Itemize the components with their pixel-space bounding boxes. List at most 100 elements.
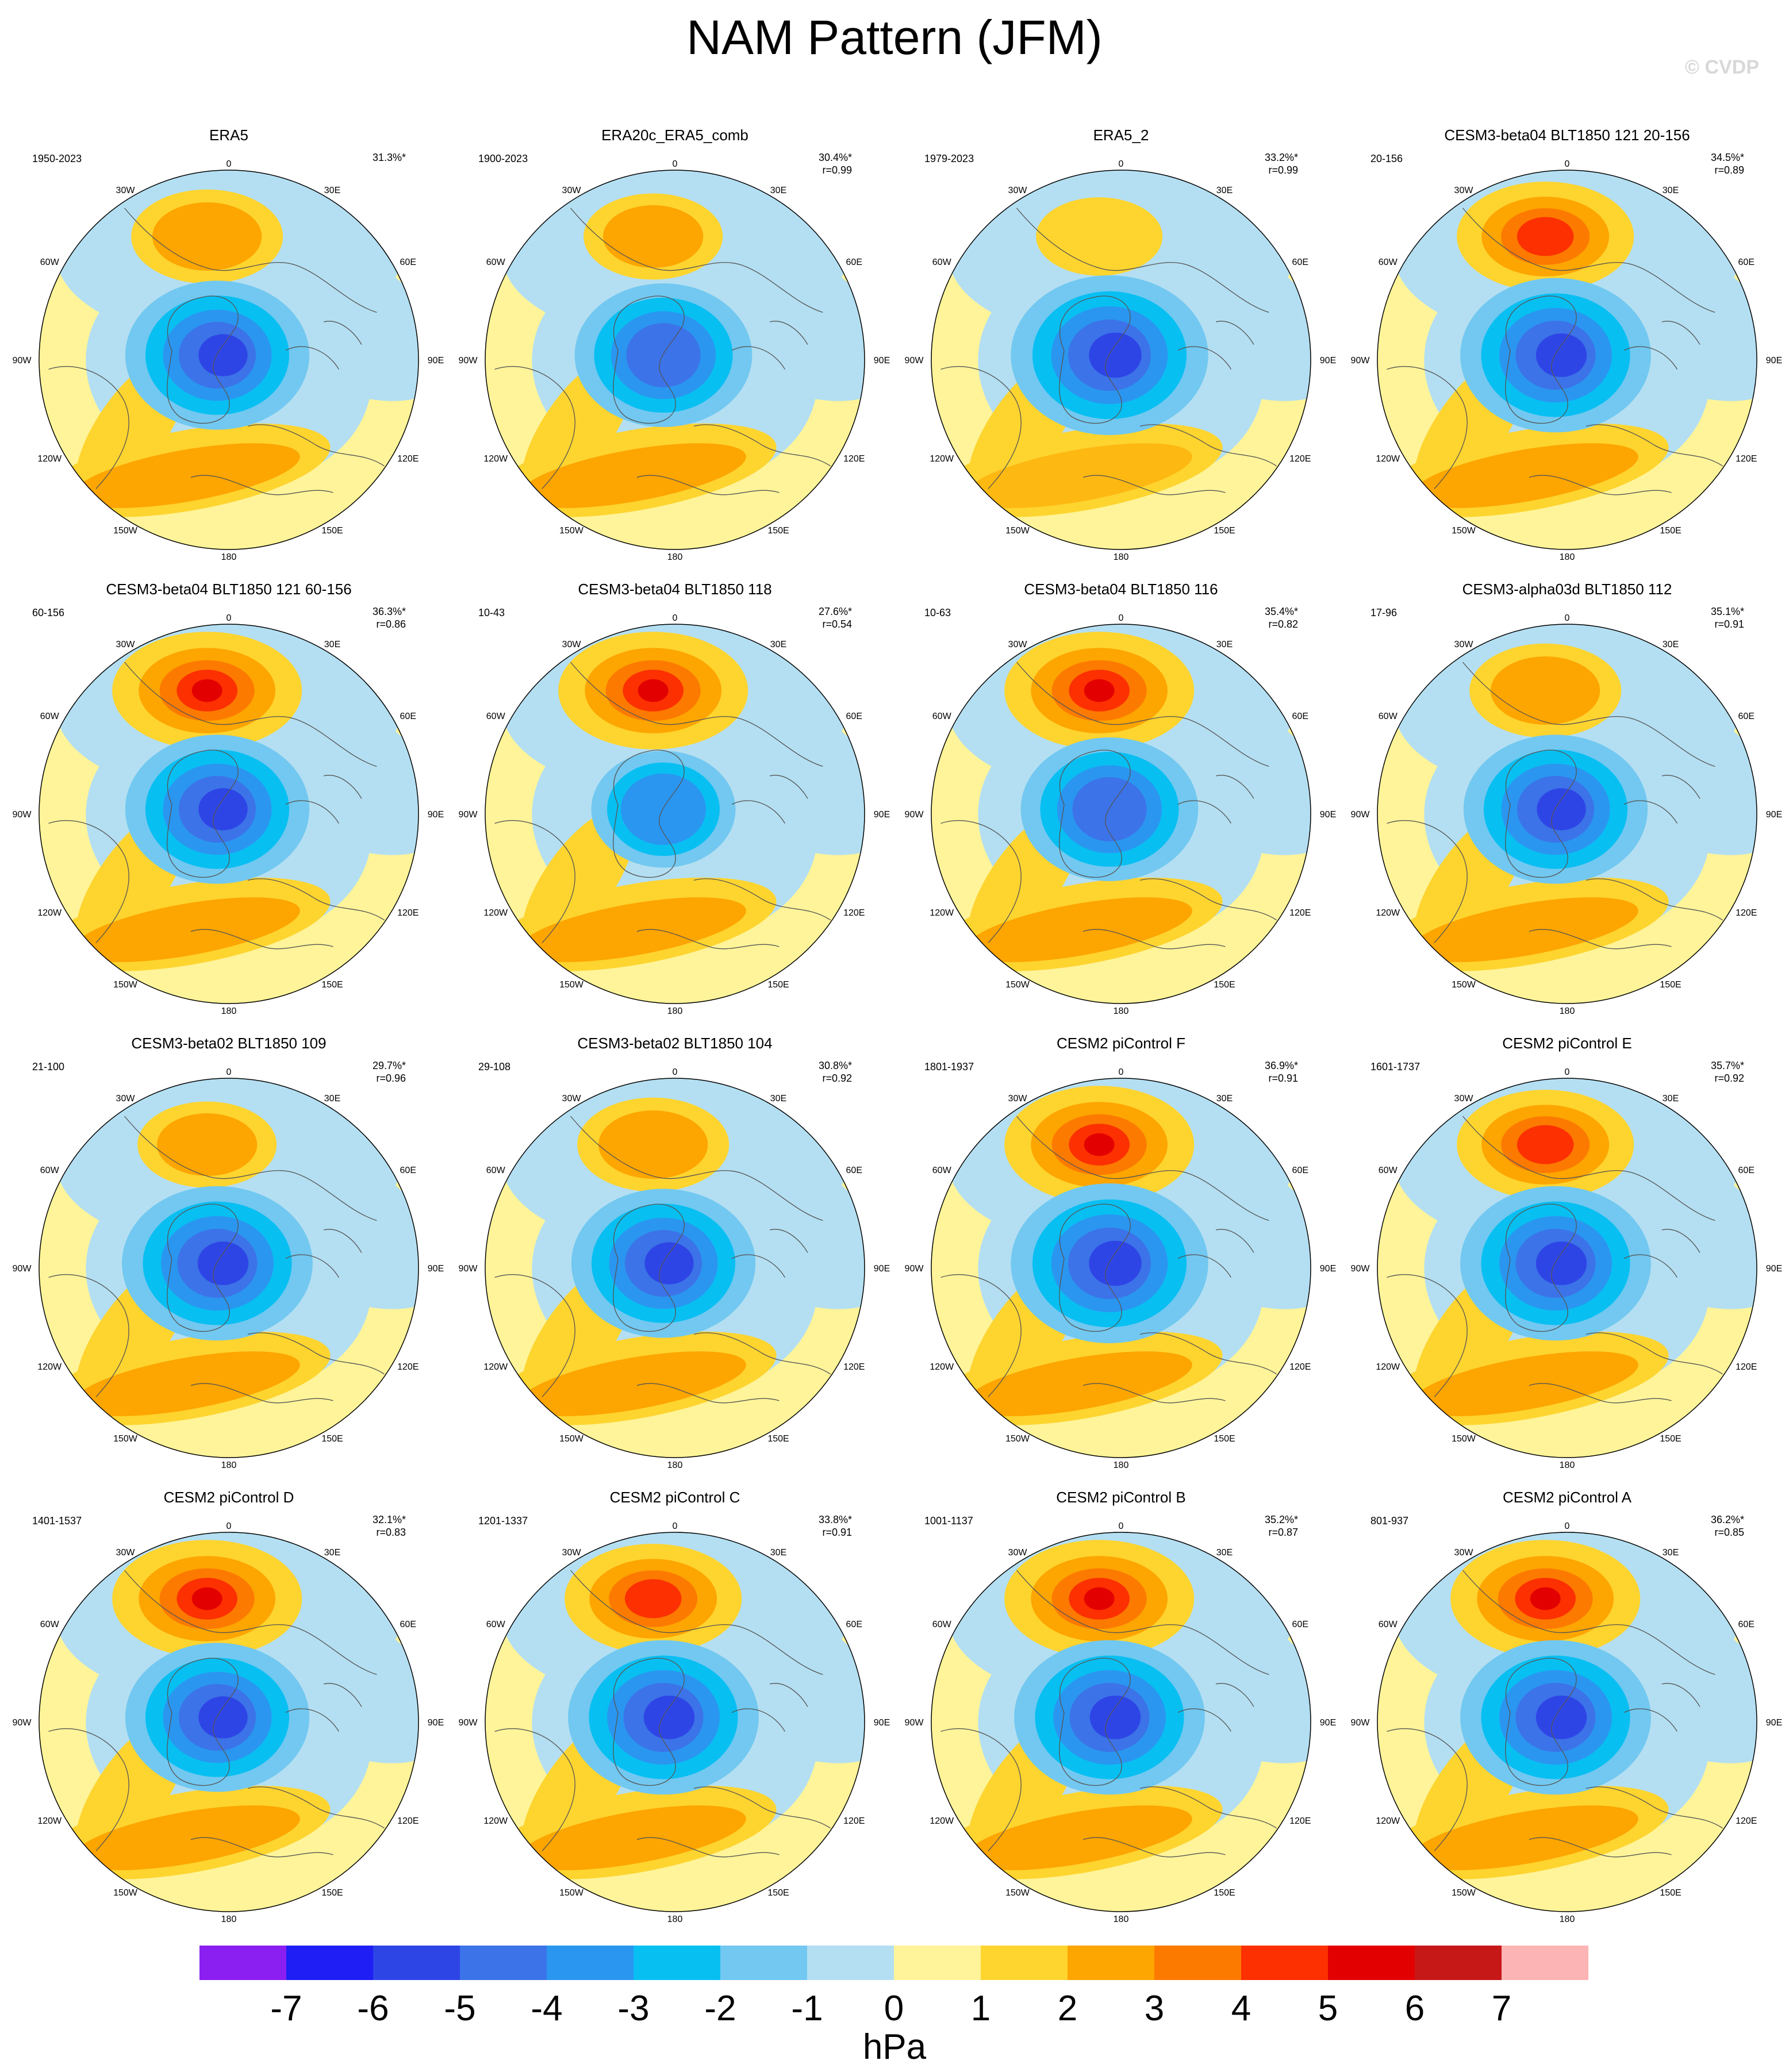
longitude-label: 90E <box>874 356 890 366</box>
longitude-label: 120W <box>483 1816 508 1826</box>
longitude-label: 0 <box>1119 1521 1124 1531</box>
longitude-label: 120W <box>37 1362 62 1372</box>
longitude-label: 150E <box>1214 526 1235 536</box>
longitude-label: 90W <box>1351 1718 1370 1728</box>
longitude-label: 90E <box>874 1718 890 1728</box>
longitude-label: 30W <box>1008 1548 1028 1558</box>
longitude-label: 60E <box>1738 712 1755 721</box>
longitude-label: 30W <box>562 1548 582 1558</box>
longitude-label: 180 <box>1560 1915 1575 1924</box>
longitude-label: 90E <box>1320 356 1336 366</box>
longitude-label: 120W <box>1376 1362 1400 1372</box>
longitude-label: 120W <box>930 1816 954 1826</box>
longitude-label: 90E <box>1320 1264 1336 1274</box>
longitude-label: 60W <box>1379 257 1398 267</box>
colorbar-tick: 6 <box>1405 1989 1425 2028</box>
colorbar-box <box>373 1946 460 1980</box>
explained-variance: 35.2%* <box>1265 1514 1298 1525</box>
panel-period: 60-156 <box>32 607 64 618</box>
longitude-label: 0 <box>1565 1067 1570 1077</box>
explained-variance: 36.2%* <box>1711 1514 1744 1525</box>
contour-field <box>485 1532 865 1912</box>
longitude-label: 60E <box>846 1620 862 1629</box>
map-panel: 180 150E 120E 90E 60E 30E 0 30W 60W 90W 120W 150W CE… <box>1351 1035 1783 1470</box>
longitude-label: 60E <box>1738 257 1755 267</box>
longitude-label: 150E <box>321 1434 343 1444</box>
longitude-label: 90W <box>1351 1264 1370 1274</box>
longitude-label: 90W <box>1351 810 1370 820</box>
map-boundary <box>485 1532 865 1912</box>
longitude-label: 60E <box>400 1166 416 1175</box>
explained-variance: 36.3%* <box>373 606 406 617</box>
panel-title: CESM3-beta04 BLT1850 118 <box>578 581 771 598</box>
longitude-label: 150E <box>1660 1888 1681 1898</box>
longitude-label: 0 <box>1119 613 1124 623</box>
longitude-label: 180 <box>221 1006 237 1016</box>
colorbar-tick: -2 <box>704 1989 736 2028</box>
colorbar-box <box>720 1946 807 1980</box>
colorbar-tick: 3 <box>1145 1989 1164 2028</box>
longitude-label: 90E <box>428 1264 444 1274</box>
longitude-label: 90W <box>1351 356 1370 366</box>
longitude-label: 60E <box>1738 1166 1755 1175</box>
map-panel: 180 150E 120E 90E 60E 30E 0 30W 60W 90W 120W 150W CE… <box>459 1035 890 1470</box>
colorbar-box <box>807 1946 894 1980</box>
longitude-label: 0 <box>226 1067 232 1077</box>
panel-period: 20-156 <box>1370 153 1403 164</box>
panel-title: CESM2 piControl E <box>1502 1035 1631 1052</box>
longitude-label: 90W <box>905 1264 924 1274</box>
longitude-label: 30E <box>770 1548 786 1558</box>
longitude-label: 120E <box>1289 1816 1311 1826</box>
longitude-label: 150E <box>767 526 789 536</box>
longitude-label: 90E <box>1766 1718 1782 1728</box>
panel-title: CESM3-beta04 BLT1850 116 <box>1024 581 1218 598</box>
longitude-label: 120E <box>397 1362 419 1372</box>
longitude-label: 30E <box>324 1094 340 1104</box>
map-panel: 180 150E 120E 90E 60E 30E 0 30W 60W 90W 120W 150W CE… <box>1351 1489 1783 1924</box>
colorbar-box <box>894 1946 981 1980</box>
pattern-correlation: r=0.86 <box>376 618 406 630</box>
colorbar-box <box>1328 1946 1415 1980</box>
longitude-label: 30W <box>1008 640 1028 649</box>
longitude-label: 30E <box>1216 1094 1233 1104</box>
longitude-label: 150W <box>1005 980 1030 990</box>
longitude-label: 90W <box>459 810 478 820</box>
longitude-label: 180 <box>1114 1460 1129 1470</box>
pattern-correlation: r=0.85 <box>1714 1527 1744 1538</box>
longitude-label: 30W <box>562 640 582 649</box>
map-boundary <box>39 624 419 1004</box>
longitude-label: 120E <box>397 1816 419 1826</box>
colorbar-tick: -1 <box>791 1989 823 2028</box>
panel-title: ERA5_2 <box>1093 126 1149 144</box>
longitude-label: 30E <box>770 640 786 649</box>
map-boundary <box>485 624 865 1004</box>
figure-title: NAM Pattern (JFM) <box>686 10 1102 64</box>
longitude-label: 150E <box>1214 980 1235 990</box>
longitude-label: 90W <box>459 356 478 366</box>
contour-field <box>485 1078 865 1458</box>
longitude-label: 120W <box>483 454 508 464</box>
map-boundary <box>39 170 419 550</box>
contour-field <box>39 170 419 549</box>
map-boundary <box>1377 1532 1757 1912</box>
longitude-label: 90E <box>428 356 444 366</box>
panel-period: 1001-1137 <box>924 1515 973 1527</box>
longitude-label: 30W <box>1454 1094 1474 1104</box>
explained-variance: 35.1%* <box>1711 606 1744 617</box>
contour-field <box>39 1078 419 1458</box>
longitude-label: 90E <box>1766 1264 1782 1274</box>
colorbar-box <box>1068 1946 1154 1980</box>
panel-title: CESM2 piControl B <box>1056 1489 1185 1506</box>
longitude-label: 90E <box>428 1718 444 1728</box>
longitude-label: 150E <box>767 1888 789 1898</box>
longitude-label: 120E <box>397 908 419 918</box>
longitude-label: 30E <box>1663 1094 1679 1104</box>
longitude-label: 120E <box>843 1362 865 1372</box>
contour-field <box>39 1532 419 1912</box>
colorbar-box <box>286 1946 373 1980</box>
contour-field <box>485 170 865 549</box>
panel-title: CESM3-beta02 BLT1850 104 <box>577 1035 772 1052</box>
longitude-label: 60W <box>486 712 506 721</box>
map-panel: 180 150E 120E 90E 60E 30E 0 30W 60W 90W 120W 150W CE… <box>459 581 890 1016</box>
longitude-label: 90W <box>13 810 32 820</box>
